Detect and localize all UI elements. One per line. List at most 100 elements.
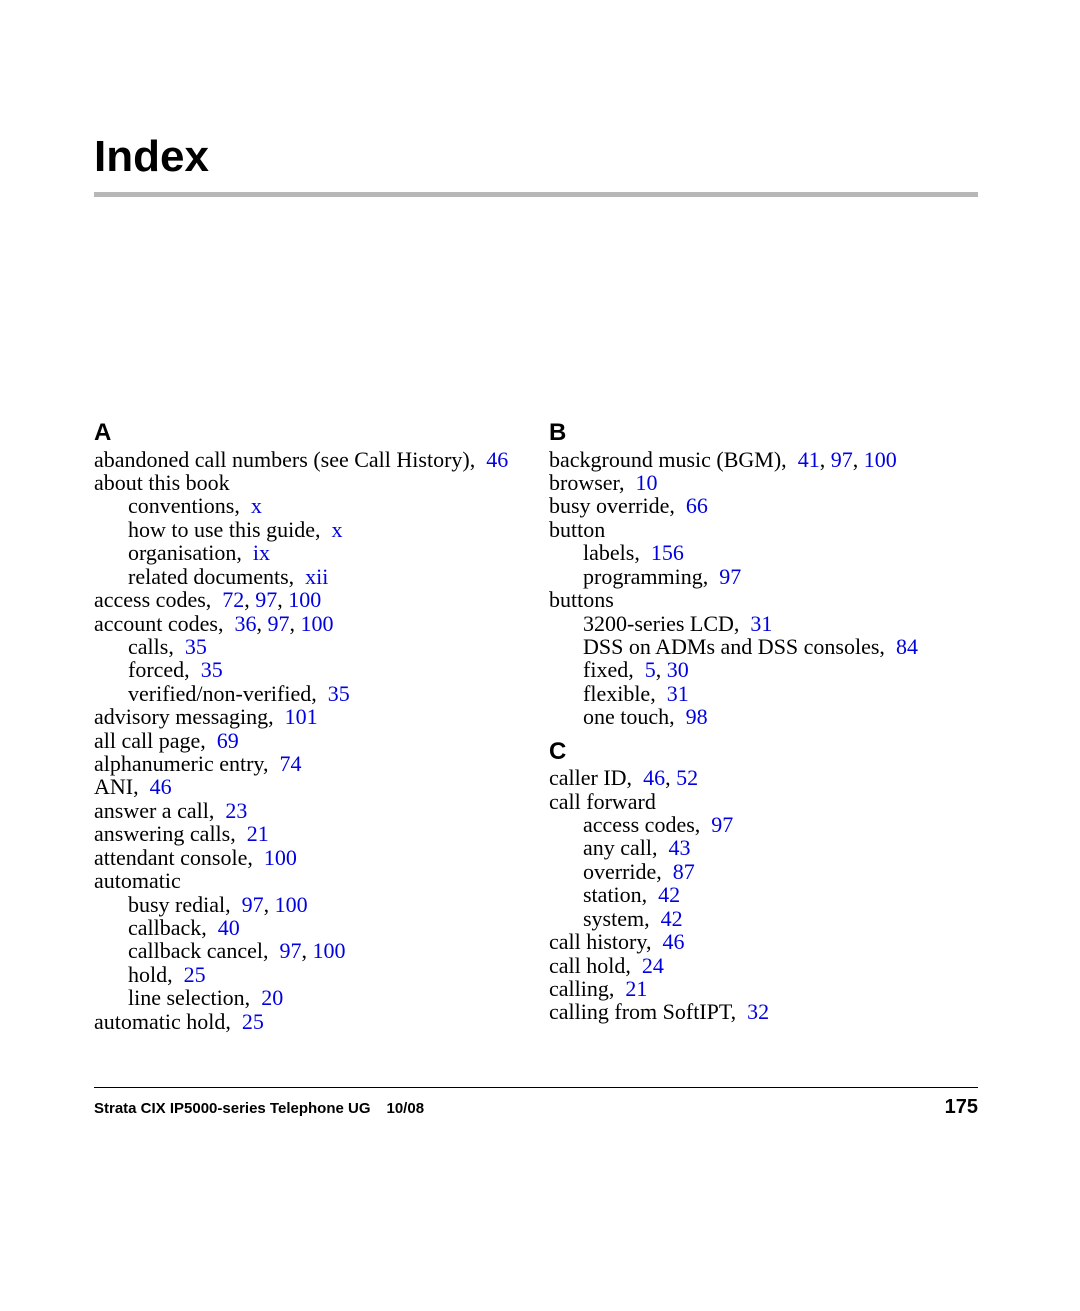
entry-calling: calling, 21 xyxy=(549,977,978,1000)
page-ref[interactable]: 66 xyxy=(686,493,708,518)
entry-text: busy override, xyxy=(549,493,675,518)
page-ref[interactable]: 32 xyxy=(747,999,769,1024)
sub-forced: forced, 35 xyxy=(94,658,523,681)
page-ref[interactable]: 31 xyxy=(750,611,772,636)
entry-account-codes: account codes, 36, 97, 100 xyxy=(94,612,523,635)
page-ref[interactable]: 24 xyxy=(642,953,664,978)
entry-text: verified/non-verified, xyxy=(128,681,317,706)
page-ref[interactable]: 101 xyxy=(285,704,318,729)
page-ref[interactable]: 100 xyxy=(275,892,308,917)
page-ref[interactable]: x xyxy=(332,517,343,542)
index-page: Index A abandoned call numbers (see Call… xyxy=(94,0,978,1311)
entry-text: organisation, xyxy=(128,540,242,565)
entry-about-book: about this book xyxy=(94,471,523,494)
page-ref[interactable]: 40 xyxy=(218,915,240,940)
page-ref[interactable]: 30 xyxy=(667,657,689,682)
page-ref[interactable]: 35 xyxy=(201,657,223,682)
page-ref[interactable]: 35 xyxy=(185,634,207,659)
page-ref[interactable]: 52 xyxy=(676,765,698,790)
entry-answer: answer a call, 23 xyxy=(94,799,523,822)
page-ref[interactable]: 97 xyxy=(279,938,301,963)
page-ref[interactable]: xii xyxy=(305,564,328,589)
page-ref[interactable]: 46 xyxy=(662,929,684,954)
page-ref[interactable]: 46 xyxy=(150,774,172,799)
page-ref[interactable]: 25 xyxy=(242,1009,264,1034)
entry-text: call hold, xyxy=(549,953,631,978)
page-ref[interactable]: 31 xyxy=(667,681,689,706)
page-ref[interactable]: 100 xyxy=(864,447,897,472)
entry-text: calling from SoftIPT, xyxy=(549,999,736,1024)
page-ref[interactable]: x xyxy=(251,493,262,518)
sub-cf-any: any call, 43 xyxy=(549,836,978,859)
page-ref[interactable]: 25 xyxy=(184,962,206,987)
entry-automatic: automatic xyxy=(94,869,523,892)
entry-attendant: attendant console, 100 xyxy=(94,846,523,869)
sub-fixed: fixed, 5, 30 xyxy=(549,658,978,681)
page-ref[interactable]: 42 xyxy=(658,882,680,907)
entry-text: DSS on ADMs and DSS consoles, xyxy=(583,634,885,659)
sub-labels: labels, 156 xyxy=(549,541,978,564)
page-ref[interactable]: 100 xyxy=(301,611,334,636)
page-ref[interactable]: 69 xyxy=(217,728,239,753)
page-ref[interactable]: 97 xyxy=(255,587,277,612)
page-ref[interactable]: 97 xyxy=(268,611,290,636)
page-ref[interactable]: 87 xyxy=(673,859,695,884)
entry-text: abandoned call numbers (see Call History… xyxy=(94,447,475,472)
index-columns: A abandoned call numbers (see Call Histo… xyxy=(94,420,978,1033)
entry-text: advisory messaging, xyxy=(94,704,274,729)
entry-text: calling, xyxy=(549,976,614,1001)
column-left: A abandoned call numbers (see Call Histo… xyxy=(94,420,523,1033)
page-ref[interactable]: 41 xyxy=(798,447,820,472)
sub-cf-override: override, 87 xyxy=(549,860,978,883)
page-ref[interactable]: 100 xyxy=(288,587,321,612)
page-ref[interactable]: 23 xyxy=(225,798,247,823)
page-ref[interactable]: 100 xyxy=(264,845,297,870)
entry-text: answer a call, xyxy=(94,798,214,823)
page-ref[interactable]: 21 xyxy=(247,821,269,846)
sub-3200: 3200-series LCD, 31 xyxy=(549,612,978,635)
sub-organisation: organisation, ix xyxy=(94,541,523,564)
page-ref[interactable]: 156 xyxy=(651,540,684,565)
entry-text: fixed, xyxy=(583,657,634,682)
sub-cf-station: station, 42 xyxy=(549,883,978,906)
sub-callback: callback, 40 xyxy=(94,916,523,939)
page-ref[interactable]: 21 xyxy=(625,976,647,1001)
page-ref[interactable]: 97 xyxy=(242,892,264,917)
page-ref[interactable]: 42 xyxy=(661,906,683,931)
sub-cf-access: access codes, 97 xyxy=(549,813,978,836)
entry-text: labels, xyxy=(583,540,640,565)
page-ref[interactable]: 43 xyxy=(669,835,691,860)
page-ref[interactable]: 84 xyxy=(896,634,918,659)
page-ref[interactable]: 74 xyxy=(280,751,302,776)
page-ref[interactable]: 97 xyxy=(719,564,741,589)
entry-text: access codes, xyxy=(583,812,700,837)
page-ref[interactable]: 72 xyxy=(222,587,244,612)
sub-flexible: flexible, 31 xyxy=(549,682,978,705)
entry-call-history: call history, 46 xyxy=(549,930,978,953)
section-C: C xyxy=(549,739,978,765)
entry-text: callback, xyxy=(128,915,207,940)
entry-text: one touch, xyxy=(583,704,675,729)
page-ref[interactable]: 98 xyxy=(686,704,708,729)
page-ref[interactable]: 46 xyxy=(486,447,508,472)
page-ref[interactable]: ix xyxy=(253,540,270,565)
page-ref[interactable]: 97 xyxy=(831,447,853,472)
entry-busy-override: busy override, 66 xyxy=(549,494,978,517)
entry-caller-id: caller ID, 46, 52 xyxy=(549,766,978,789)
page-number: 175 xyxy=(945,1096,978,1119)
page-ref[interactable]: 36 xyxy=(235,611,257,636)
entry-calling-softipt: calling from SoftIPT, 32 xyxy=(549,1000,978,1023)
section-A: A xyxy=(94,420,523,446)
page-ref[interactable]: 46 xyxy=(643,765,665,790)
sub-howto: how to use this guide, x xyxy=(94,518,523,541)
entry-text: system, xyxy=(583,906,650,931)
entry-text: caller ID, xyxy=(549,765,632,790)
page-ref[interactable]: 100 xyxy=(312,938,345,963)
page-ref[interactable]: 5 xyxy=(645,657,656,682)
page-ref[interactable]: 35 xyxy=(328,681,350,706)
page-ref[interactable]: 97 xyxy=(711,812,733,837)
sub-one-touch: one touch, 98 xyxy=(549,705,978,728)
page-ref[interactable]: 10 xyxy=(636,470,658,495)
sub-dss: DSS on ADMs and DSS consoles, 84 xyxy=(549,635,978,658)
page-ref[interactable]: 20 xyxy=(261,985,283,1010)
